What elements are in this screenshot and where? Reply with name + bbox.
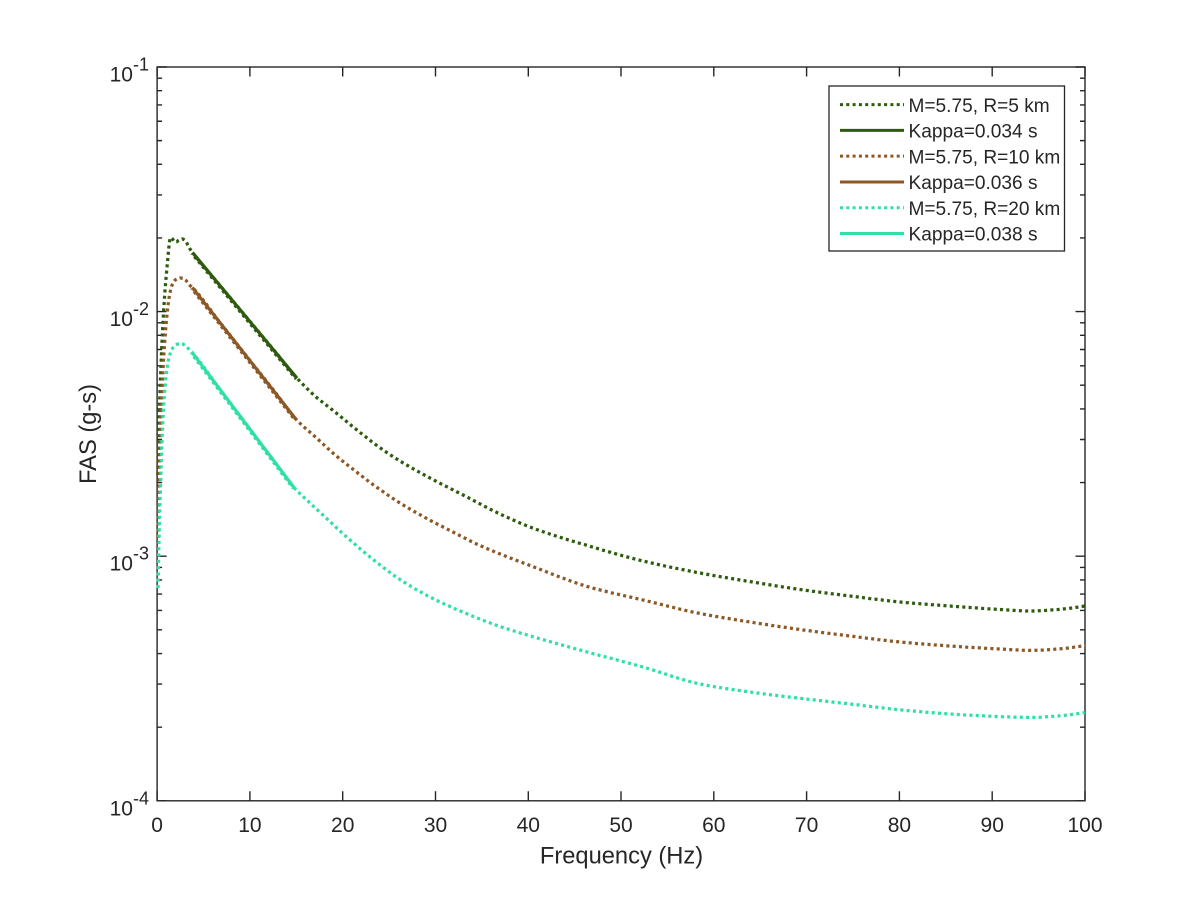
svg-text:80: 80 [888,814,911,837]
svg-text:FAS (g-s): FAS (g-s) [76,384,102,484]
svg-text:30: 30 [424,814,447,837]
svg-text:Kappa=0.038 s: Kappa=0.038 s [909,225,1038,246]
svg-text:Frequency (Hz): Frequency (Hz) [540,844,703,870]
svg-text:40: 40 [517,814,540,837]
svg-text:10: 10 [238,814,261,837]
svg-text:60: 60 [702,814,725,837]
svg-text:70: 70 [795,814,818,837]
svg-text:Kappa=0.036 s: Kappa=0.036 s [909,173,1038,194]
svg-text:20: 20 [331,814,354,837]
svg-text:50: 50 [609,814,632,837]
svg-text:M=5.75, R=5 km: M=5.75, R=5 km [909,96,1050,117]
svg-text:M=5.75, R=20 km: M=5.75, R=20 km [909,199,1061,220]
svg-text:0: 0 [151,814,163,837]
svg-text:Kappa=0.034 s: Kappa=0.034 s [909,122,1038,143]
svg-text:100: 100 [1067,814,1102,837]
svg-text:90: 90 [981,814,1004,837]
svg-text:M=5.75, R=10 km: M=5.75, R=10 km [909,147,1061,168]
